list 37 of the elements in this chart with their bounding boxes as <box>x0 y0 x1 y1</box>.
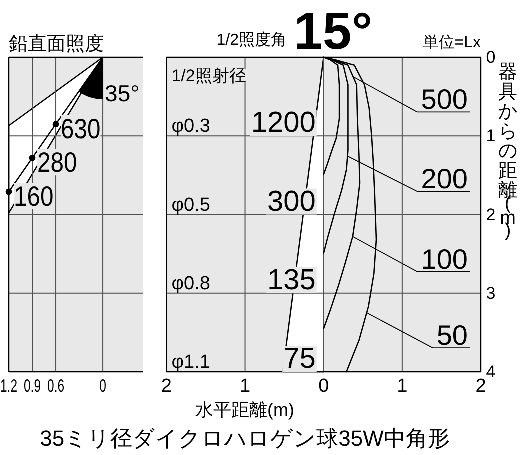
y-tick-label: 2 <box>486 205 496 224</box>
annotation: 500 <box>421 84 468 116</box>
x-tick-label: 0 <box>318 376 330 397</box>
y-tick-label: 1 <box>486 126 496 146</box>
text: 単位=Lx <box>422 34 481 52</box>
annotation: 50 <box>436 320 468 352</box>
annotation: 280 <box>38 146 78 179</box>
annotation: 200 <box>421 164 468 195</box>
annotation: 75 <box>284 343 316 375</box>
annotation: φ0.3 <box>172 116 210 138</box>
annotation: 35° <box>105 80 140 106</box>
x-tick-label: 1.2 <box>0 376 18 397</box>
x-tick-label: 0.9 <box>24 376 42 397</box>
annotation: 630 <box>61 112 101 145</box>
chart-title: 鉛直面照度 <box>9 33 104 55</box>
text: 器具からの距離(m) <box>498 62 518 242</box>
x-tick-label: 1 <box>397 376 408 397</box>
y-tick-label: 0 <box>486 48 496 67</box>
annotation: 1200 <box>251 107 316 140</box>
x-axis-title: 水平距離(m) <box>196 400 294 420</box>
chart-subtitle: 15° <box>294 3 373 61</box>
x-tick-label: 1 <box>240 376 251 397</box>
annotation: φ0.8 <box>172 273 210 294</box>
annotation: 160 <box>14 180 54 212</box>
annotation: 1/2照射径 <box>172 66 246 86</box>
annotation: 300 <box>267 186 316 218</box>
y-tick-label: 3 <box>486 284 496 303</box>
x-tick-label: 2 <box>161 376 172 397</box>
text: 35ミリ径ダイクロハロゲン球35W中角形 <box>40 426 450 451</box>
annotation: 135 <box>267 264 316 296</box>
y-tick-label: 4 <box>486 362 496 382</box>
annotation: 100 <box>421 244 468 275</box>
x-tick-label: 0 <box>100 376 106 397</box>
annotation: φ1.1 <box>172 352 210 373</box>
chart-title: 1/2照度角 <box>216 31 287 49</box>
annotation: φ0.5 <box>172 194 210 216</box>
x-tick-label: 0.6 <box>48 376 65 397</box>
